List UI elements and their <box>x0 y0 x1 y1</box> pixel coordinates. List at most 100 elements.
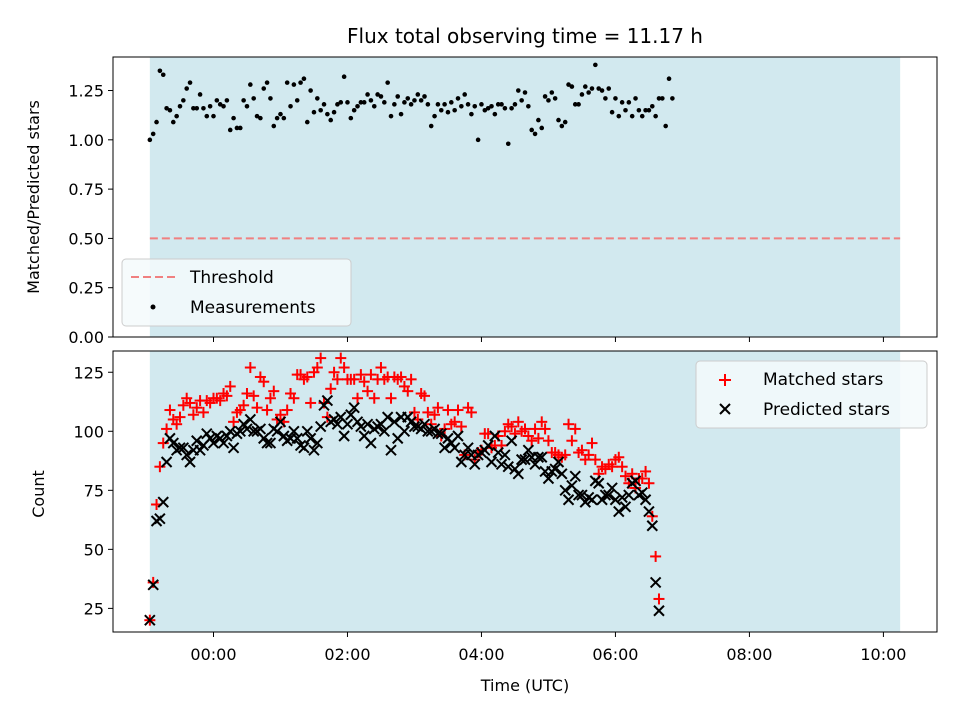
measurement-point <box>388 113 394 119</box>
measurement-point <box>546 98 551 103</box>
predicted-star-stroke-b <box>469 458 481 471</box>
measurement-point <box>589 86 595 91</box>
predicted-star-stroke-b <box>398 425 411 437</box>
matched-star-marker <box>395 371 407 383</box>
predicted-star-marker <box>556 468 568 480</box>
top-y-tick-label: 0.75 <box>68 180 104 199</box>
predicted-star-stroke-b <box>542 472 555 485</box>
predicted-star-stroke-b <box>569 470 581 482</box>
ratio-panel: 0.00 0.25 0.50 0.75 1.00 1.25 Matched/Predict… <box>24 56 938 347</box>
top-y-tick-label: 0.00 <box>68 328 104 347</box>
predicted-star-marker <box>157 496 169 508</box>
predicted-star-stroke-b <box>422 425 434 437</box>
matched-star-marker <box>241 388 253 400</box>
measurement-point <box>599 88 605 93</box>
top-legend: Threshold Measurements <box>121 258 352 327</box>
measurement-point <box>241 98 246 103</box>
matched-star-marker <box>264 392 276 404</box>
matched-star-marker <box>563 418 575 430</box>
measurement-point <box>512 102 518 107</box>
measurement-point <box>191 105 196 111</box>
matched-star-marker <box>506 421 518 433</box>
top-legend-box <box>121 258 352 327</box>
measurement-point <box>629 113 635 119</box>
top-y-axis-label: Matched/Predicted stars <box>24 100 43 294</box>
predicted-star-stroke-b <box>646 520 658 532</box>
measurement-point <box>505 141 511 147</box>
measurement-point <box>318 107 323 113</box>
matched-star-marker <box>191 402 203 414</box>
matched-star-marker <box>164 404 176 416</box>
matched-star-marker <box>586 437 598 449</box>
measurement-point <box>284 80 290 85</box>
matched-star-marker <box>619 470 631 482</box>
predicted-star-marker <box>515 453 528 466</box>
measurement-point <box>412 98 417 103</box>
bottom-x-tick-label: 06:00 <box>592 645 638 664</box>
measurement-point <box>301 76 307 81</box>
predicted-star-marker <box>217 437 230 449</box>
measurement-point <box>311 109 317 115</box>
measurement-point <box>361 100 367 105</box>
matched-star-marker <box>244 362 256 374</box>
predicted-star-marker <box>536 451 548 463</box>
predicted-star-stroke-b <box>174 442 186 454</box>
measurement-point <box>254 113 260 119</box>
measurement-point <box>519 98 524 103</box>
bottom-x-tick-label: 02:00 <box>324 645 370 664</box>
bottom-y-tick-label: 100 <box>73 422 104 441</box>
measurement-point <box>459 103 464 109</box>
predicted-star-marker <box>448 442 461 454</box>
matched-star-marker <box>268 385 280 397</box>
measurement-point <box>150 131 156 137</box>
matched-star-marker <box>187 409 199 421</box>
predicted-star-marker <box>552 456 565 468</box>
measurement-point <box>432 113 437 119</box>
measurement-point <box>479 102 484 107</box>
measurement-point <box>539 125 545 131</box>
predicted-star-marker <box>160 456 173 468</box>
matched-star-marker <box>214 395 226 407</box>
predicted-star-marker <box>271 425 283 437</box>
measurement-point <box>291 82 297 87</box>
predicted-star-marker <box>147 579 159 591</box>
measurement-point <box>345 100 350 105</box>
predicted-legend-swatch <box>719 403 731 415</box>
bottom-y-axis-label: Count <box>29 470 48 518</box>
matched-star-marker <box>368 392 380 404</box>
measurement-point <box>606 86 612 91</box>
predicted-star-stroke-b <box>613 505 625 518</box>
predicted-legend-label: Predicted stars <box>763 400 890 420</box>
predicted-star-marker <box>298 442 310 454</box>
matched-star-marker <box>335 352 347 364</box>
predicted-star-marker <box>274 416 287 428</box>
matched-star-marker <box>325 383 337 395</box>
measurement-point <box>325 111 330 117</box>
measurement-point <box>264 80 270 85</box>
predicted-star-stroke-b <box>623 489 635 501</box>
measurement-point <box>639 113 645 119</box>
measurement-point <box>308 88 313 93</box>
bottom-legend-box <box>695 360 928 429</box>
measurement-point <box>415 92 421 97</box>
predicted-star-stroke-b <box>603 489 615 501</box>
predicted-star-stroke-b <box>552 456 565 468</box>
predicted-star-marker <box>549 463 561 475</box>
predicted-star-stroke-b <box>462 442 474 454</box>
measurement-point <box>526 103 531 109</box>
measurement-point <box>328 117 334 123</box>
predicted-stars-markers <box>144 394 665 626</box>
predicted-star-stroke-b <box>348 401 360 414</box>
predicted-star-marker <box>519 453 531 466</box>
matched-star-marker <box>653 593 665 605</box>
predicted-star-stroke-b <box>639 494 652 506</box>
measurement-point <box>616 113 622 119</box>
measurement-point <box>586 90 591 95</box>
measurement-point <box>428 123 434 129</box>
measurement-point <box>549 90 555 95</box>
predicted-star-marker <box>462 442 474 454</box>
predicted-star-stroke-b <box>358 430 370 442</box>
measurement-point <box>164 105 169 111</box>
measurement-point <box>569 84 575 89</box>
matched-star-marker <box>422 406 434 418</box>
